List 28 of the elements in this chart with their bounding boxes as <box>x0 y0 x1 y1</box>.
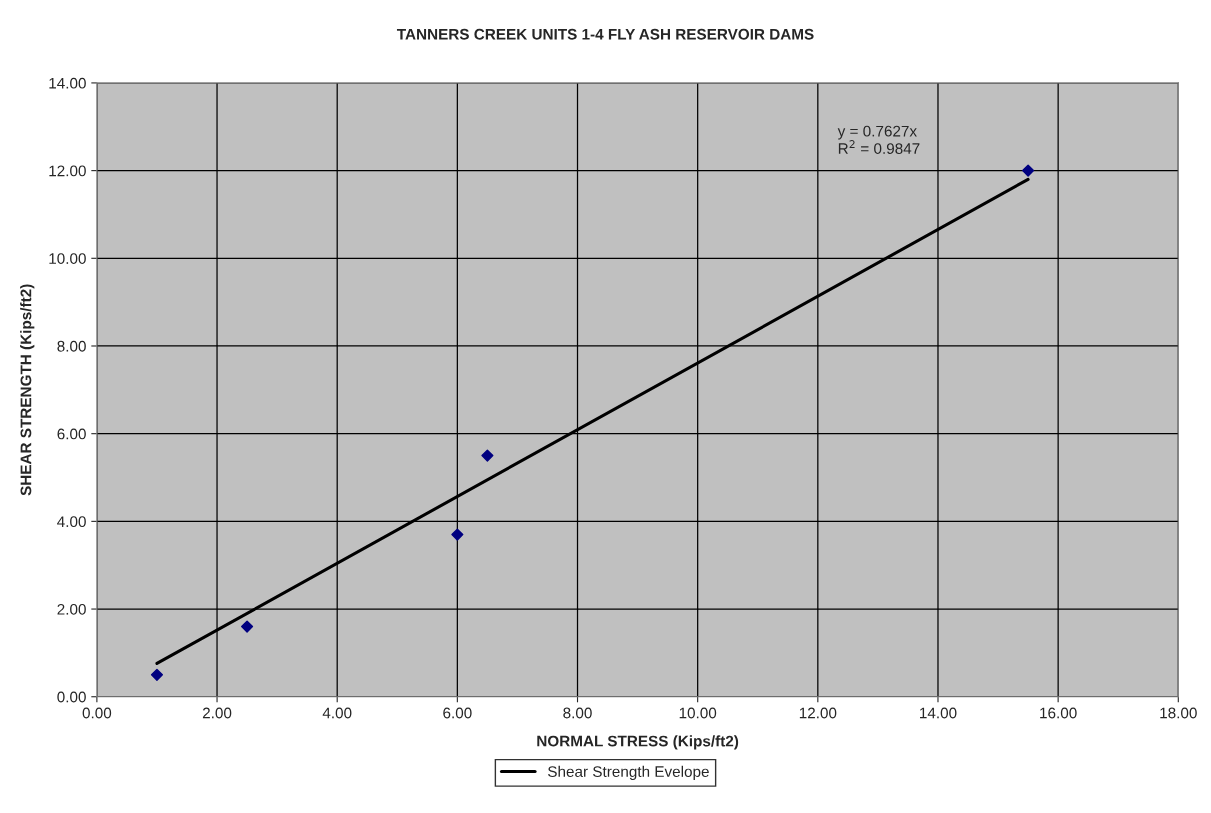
point <box>1022 164 1035 177</box>
point <box>481 449 494 462</box>
point <box>241 620 254 633</box>
y-tick-label: 8.00 <box>57 340 86 352</box>
chart-title: TANNERS CREEK UNITS 1-4 FLY ASH RESERVOIR DAMS <box>396 28 814 40</box>
x-tick-label: 14.00 <box>920 707 957 719</box>
x-axis-title: NORMAL STRESS (Kips/ft2) <box>537 735 739 750</box>
x-tick-label: 16.00 <box>1040 707 1077 719</box>
y-tick-label: 2.00 <box>57 603 86 615</box>
x-tick-label: 0.00 <box>82 707 112 719</box>
y-tick-label: 10.00 <box>49 253 86 264</box>
point <box>451 528 464 541</box>
y-tick-label: 4.00 <box>57 516 86 528</box>
x-tick-label: 6.00 <box>443 707 472 719</box>
x-tick-label: 10.00 <box>679 707 717 719</box>
y-tick-label: 0.00 <box>57 691 86 703</box>
y-axis-title: SHEAR STRENGTH (Kips/ft2) <box>20 284 35 496</box>
x-tick-label: 8.00 <box>563 707 592 719</box>
x-tick-label: 18.00 <box>1160 707 1197 719</box>
y-tick-label: 14.00 <box>49 77 86 89</box>
x-tick-label: 4.00 <box>322 707 352 719</box>
y-tick-label: 6.00 <box>57 428 86 440</box>
y-tick-label: 12.00 <box>49 165 86 177</box>
legend-label: Shear Strength Evelope <box>548 765 709 781</box>
x-tick-label: 2.00 <box>202 707 232 719</box>
point <box>150 668 164 681</box>
x-tick-label: 12.00 <box>799 707 837 719</box>
annotation: y = 0.7627x R$^{2}$ = 0.9847 <box>837 125 920 154</box>
